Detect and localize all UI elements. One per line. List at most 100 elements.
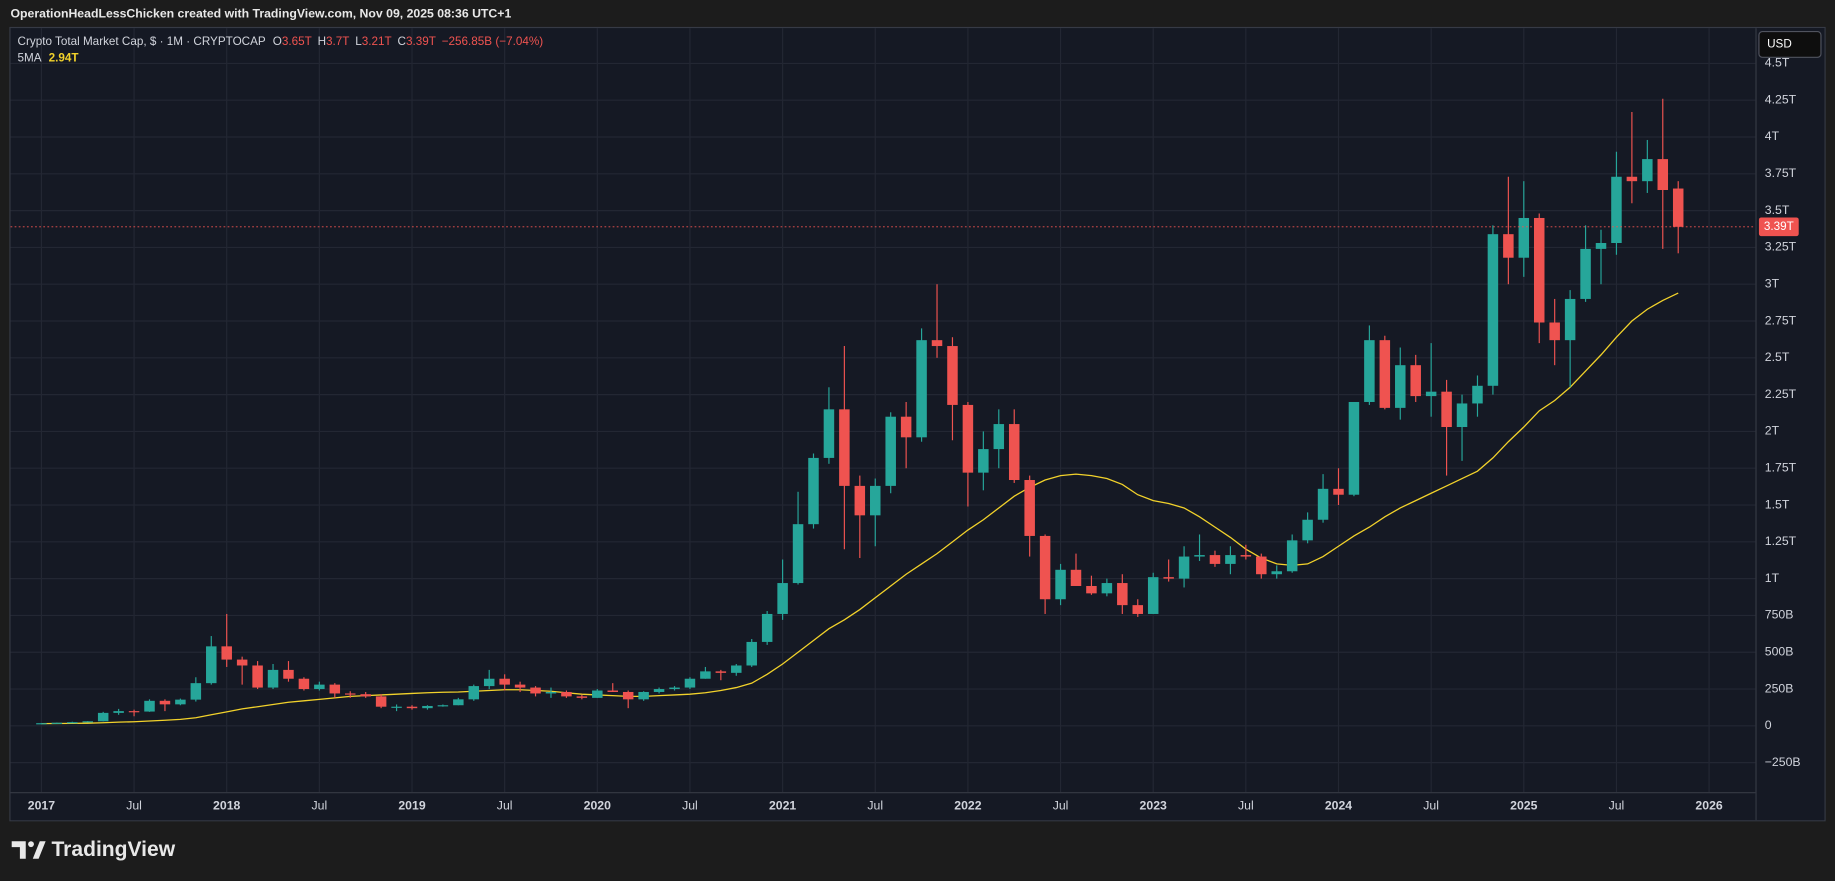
brand-logo	[11, 841, 46, 859]
candle-body	[731, 665, 742, 673]
candle-body	[1286, 540, 1298, 572]
candle-body	[653, 689, 665, 692]
candle-body	[499, 678, 510, 685]
y-tick-label: 500B	[1765, 644, 1794, 658]
candle-body	[916, 340, 927, 438]
candle-body	[483, 678, 495, 687]
candle-body	[97, 712, 109, 722]
candle-body	[1132, 605, 1144, 614]
close-value: 3.39T	[406, 35, 436, 48]
candle-body	[1611, 176, 1622, 244]
x-tick-label: 2023	[1140, 798, 1167, 812]
y-tick-label: 2.5T	[1765, 350, 1790, 364]
candle-body	[622, 691, 634, 700]
candle-body	[931, 340, 943, 347]
y-tick-label: 4.25T	[1765, 92, 1797, 106]
y-tick-label: 1.25T	[1765, 534, 1797, 548]
x-tick-label: Jul	[867, 798, 883, 812]
candle-body	[1456, 403, 1468, 428]
x-tick-label: 2018	[213, 798, 240, 812]
close-label: C	[398, 35, 406, 48]
last-price-tag	[1758, 217, 1799, 237]
currency-button[interactable]	[1758, 31, 1822, 58]
y-tick-label: 0	[1765, 718, 1772, 732]
x-tick-label: 2026	[1695, 798, 1722, 812]
candle-body	[1642, 159, 1653, 182]
y-tick-label: −250B	[1765, 755, 1801, 769]
candle-body	[962, 404, 974, 473]
candle-body	[1549, 322, 1560, 341]
candle-body	[1194, 555, 1205, 557]
candle-body	[669, 687, 680, 690]
x-tick-label: 2017	[28, 798, 55, 812]
currency[interactable]: USD	[1767, 38, 1792, 51]
x-tick-label: Jul	[1238, 798, 1254, 812]
candle-body	[190, 683, 202, 700]
candle-body	[1008, 424, 1020, 481]
candle-body	[406, 706, 418, 709]
candle-body	[51, 722, 63, 724]
y-tick-label: 2.25T	[1765, 387, 1797, 401]
candle-body	[1364, 340, 1375, 402]
candle-body	[1503, 234, 1514, 258]
candle-body	[545, 691, 557, 694]
candle-body	[1333, 488, 1344, 495]
credit: OperationHeadLessChicken created with Tr…	[11, 6, 512, 20]
candle-body	[159, 700, 171, 705]
candle-body	[360, 694, 371, 697]
open-value: 3.65T	[282, 35, 312, 48]
symbol: Crypto Total Market Cap, $ · 1M · CRYPTO…	[18, 35, 266, 48]
x-tick-label: Jul	[1423, 798, 1439, 812]
candle-body	[1070, 569, 1082, 586]
candle-body	[1395, 365, 1406, 408]
candle-body	[1657, 159, 1669, 191]
candle-body	[1580, 248, 1591, 299]
axes: −250B 0 250B 500B 750B 1T 1.25T 1.5T 1.75T 2T 2.25…	[28, 56, 1801, 813]
candle-body	[1564, 298, 1576, 341]
candle-body	[1379, 340, 1391, 408]
logo-dot	[28, 841, 34, 848]
brand: TradingView	[51, 838, 175, 861]
candle-body	[221, 646, 232, 660]
high-label: H	[318, 35, 326, 48]
candle-body	[1240, 555, 1252, 557]
x-tick-label: 2022	[954, 798, 981, 812]
candle-body	[1225, 555, 1236, 564]
candle-body	[607, 690, 619, 692]
candle-body	[437, 705, 449, 707]
open-label: O	[273, 35, 282, 48]
candle-body	[175, 699, 186, 705]
candle-body	[236, 659, 248, 666]
candle-body	[1425, 391, 1437, 397]
logo-mark	[11, 841, 26, 859]
candle-body	[700, 671, 711, 679]
candle-body	[777, 583, 788, 614]
candle-body	[1163, 577, 1174, 579]
x-tick-label: 2025	[1510, 798, 1537, 812]
candle-body	[1626, 176, 1638, 182]
y-tick-label: 1.75T	[1765, 460, 1797, 474]
candle-body	[746, 641, 757, 666]
x-tick-label: Jul	[497, 798, 513, 812]
candle-body	[839, 409, 850, 486]
candle-body	[344, 693, 356, 695]
candle-body	[900, 416, 912, 438]
last-price-label: 3.39T	[1764, 220, 1794, 233]
candle-body	[1518, 217, 1530, 258]
x-tick-label: Jul	[126, 798, 142, 812]
ma-legend: 5MA 2.94T	[18, 52, 80, 65]
candle-body	[1024, 480, 1035, 536]
x-tick-label: 2019	[398, 798, 425, 812]
candle-body	[947, 346, 958, 405]
candle-body	[329, 684, 341, 694]
candle-body	[1101, 583, 1113, 594]
y-tick-label: 3.25T	[1765, 240, 1797, 254]
candle-body	[1209, 555, 1221, 564]
candle-body	[993, 424, 1005, 450]
candle-body	[1117, 583, 1128, 606]
candle-body	[267, 669, 279, 688]
candle-body	[144, 700, 155, 712]
plot-area	[10, 28, 1756, 793]
price-axis	[1755, 28, 1825, 821]
ma-value: 2.94T	[49, 52, 80, 65]
